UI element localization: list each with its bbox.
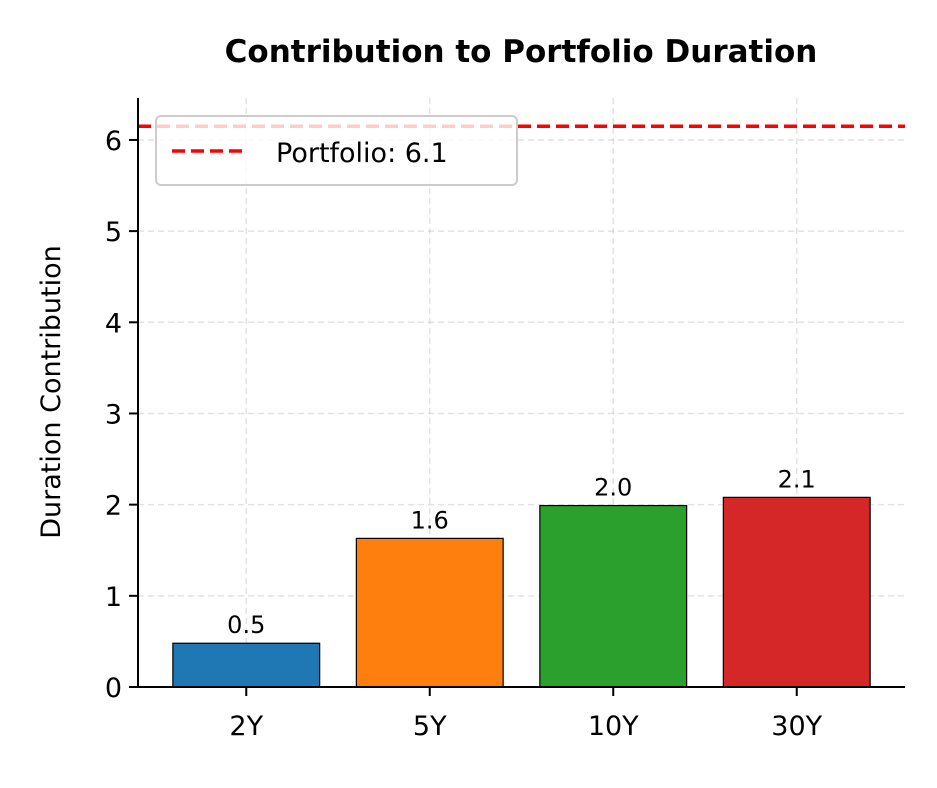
y-tick-label: 5	[105, 217, 122, 248]
x-tick-label: 30Y	[771, 711, 822, 742]
bar-5Y	[355, 537, 504, 688]
bar-30Y	[722, 496, 871, 688]
y-tick-label: 0	[105, 673, 122, 704]
data-label: 2.1	[778, 465, 816, 493]
bar-10Y	[539, 504, 688, 688]
chart-title: Contribution to Portfolio Duration	[225, 34, 818, 70]
y-axis-label: Duration Contribution	[36, 245, 67, 539]
data-label: 0.5	[227, 611, 265, 639]
axes: 0 1 2 3 4 5 6 2Y 5Y 10Y 30Y	[105, 98, 905, 742]
data-label: 1.6	[411, 506, 449, 534]
bar-2Y	[172, 642, 321, 688]
legend-label: Portfolio: 6.1	[276, 138, 448, 169]
legend: Portfolio: 6.1	[155, 115, 518, 186]
x-tick-label: 10Y	[588, 711, 639, 742]
y-tick-label: 1	[105, 582, 122, 613]
legend-box	[155, 115, 518, 186]
bars: 0.5 1.6 2.0 2.1	[138, 124, 905, 688]
x-tick-label: 2Y	[229, 711, 263, 742]
y-tick-label: 2	[105, 491, 122, 522]
y-tick-label: 4	[105, 308, 122, 339]
y-tick-label: 3	[105, 399, 122, 430]
y-tick-label: 6	[105, 126, 122, 157]
data-label: 2.0	[594, 474, 632, 502]
x-tick-label: 5Y	[413, 711, 447, 742]
